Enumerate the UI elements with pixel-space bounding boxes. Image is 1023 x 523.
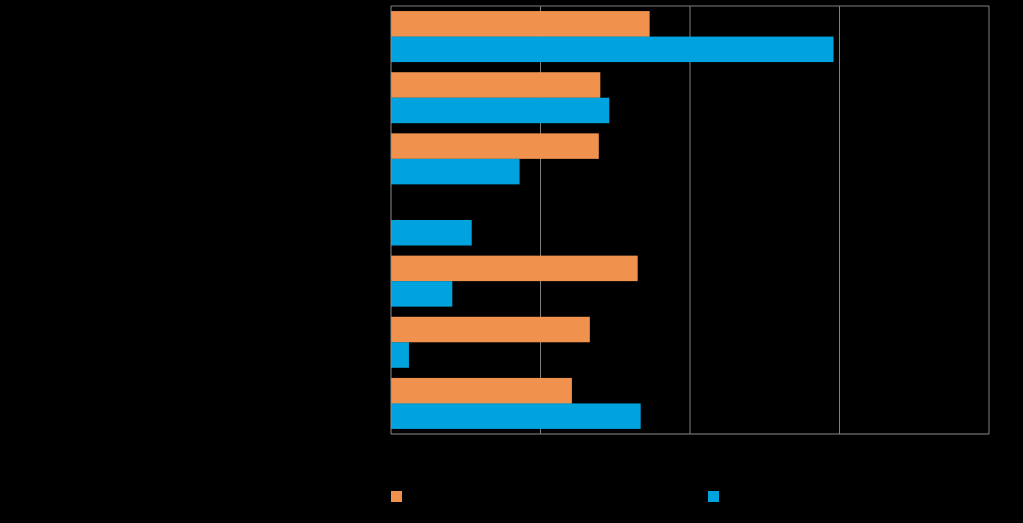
bar-series-1-category-7 xyxy=(391,377,572,404)
bar-series-1-category-3 xyxy=(391,133,599,159)
legend-swatch-series-2 xyxy=(708,490,719,502)
bar-series-2-category-4 xyxy=(391,220,472,246)
bar-series-2-category-3 xyxy=(391,158,520,185)
bar-series-2-category-5 xyxy=(391,281,453,307)
legend-item-series-1 xyxy=(391,490,408,502)
legend-item-series-2 xyxy=(708,490,725,502)
bar-series-2-category-1 xyxy=(391,36,834,63)
bar-series-1-category-1 xyxy=(391,11,650,37)
bar-series-2-category-7 xyxy=(391,403,641,429)
bar-series-2-category-6 xyxy=(391,342,409,368)
bar-series-2-category-2 xyxy=(391,97,610,124)
bar-series-1-category-6 xyxy=(391,316,590,343)
gridlines xyxy=(391,5,990,434)
bar-series-1-category-2 xyxy=(391,72,601,98)
legend-swatch-series-1 xyxy=(391,490,402,502)
axes xyxy=(390,6,989,435)
bar-series-1-category-5 xyxy=(391,255,638,282)
bars xyxy=(391,11,834,429)
